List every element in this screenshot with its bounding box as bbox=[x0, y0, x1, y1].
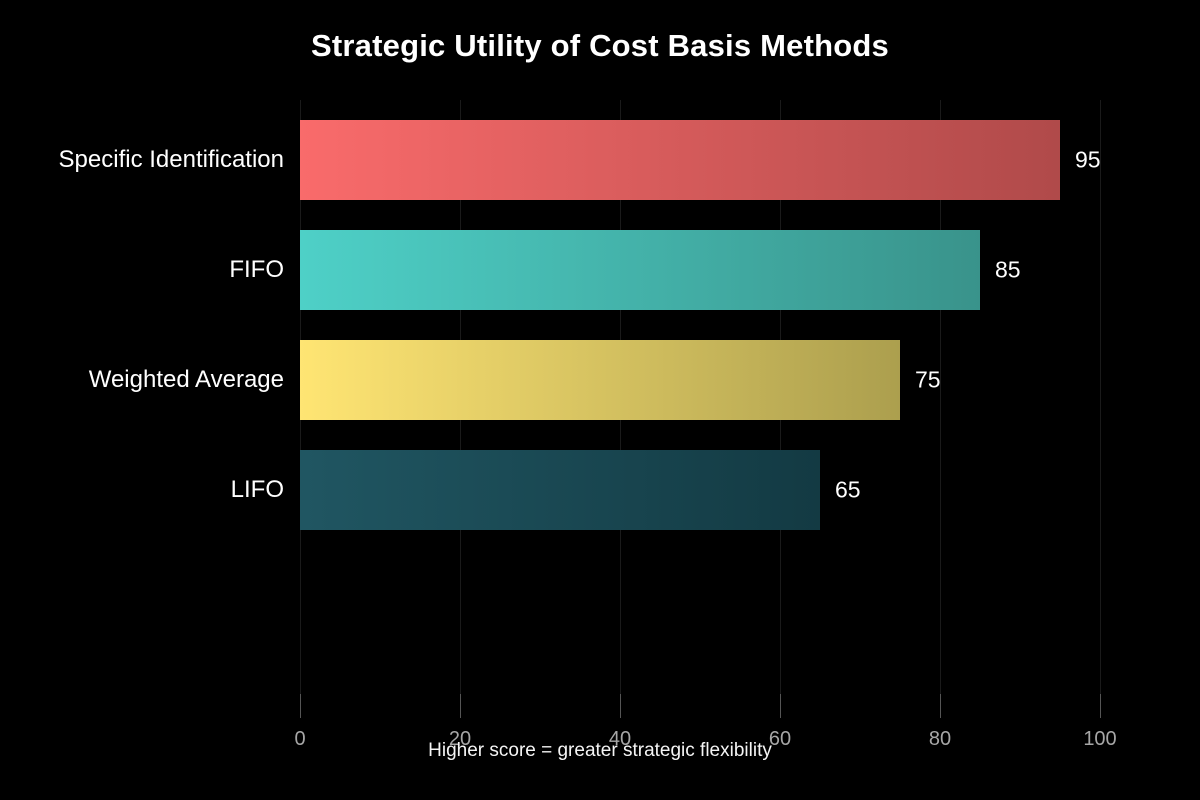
value-label-specific-identification: 95 bbox=[1075, 146, 1101, 173]
tick-mark-x-80 bbox=[940, 694, 941, 718]
gridline-x-80 bbox=[940, 100, 941, 718]
tick-mark-x-60 bbox=[780, 694, 781, 718]
tick-mark-x-20 bbox=[460, 694, 461, 718]
category-label-lifo: LIFO bbox=[230, 476, 284, 503]
bar-lifo bbox=[300, 450, 820, 530]
tick-mark-x-0 bbox=[300, 694, 301, 718]
tick-mark-x-40 bbox=[620, 694, 621, 718]
bar-weighted-average bbox=[300, 340, 900, 420]
chart-title: Strategic Utility of Cost Basis Methods bbox=[311, 28, 889, 63]
tick-label-x-100: 100 bbox=[1083, 728, 1117, 750]
tick-label-x-60: 60 bbox=[768, 728, 792, 750]
tick-label-x-0: 0 bbox=[294, 728, 306, 750]
gridline-x-100 bbox=[1100, 100, 1101, 718]
category-label-specific-identification: Specific Identification bbox=[58, 146, 284, 173]
value-label-lifo: 65 bbox=[835, 476, 861, 503]
bar-specific-identification bbox=[300, 120, 1060, 200]
value-label-fifo: 85 bbox=[995, 256, 1021, 283]
tick-label-x-20: 20 bbox=[448, 728, 472, 750]
category-label-weighted-average: Weighted Average bbox=[88, 366, 284, 393]
bar-fifo bbox=[300, 230, 980, 310]
value-label-weighted-average: 75 bbox=[915, 366, 941, 393]
category-label-fifo: FIFO bbox=[229, 256, 284, 283]
chart-caption: Higher score = greater strategic flexibi… bbox=[428, 740, 772, 761]
tick-label-x-40: 40 bbox=[608, 728, 632, 750]
tick-mark-x-100 bbox=[1100, 694, 1101, 718]
tick-label-x-80: 80 bbox=[928, 728, 952, 750]
